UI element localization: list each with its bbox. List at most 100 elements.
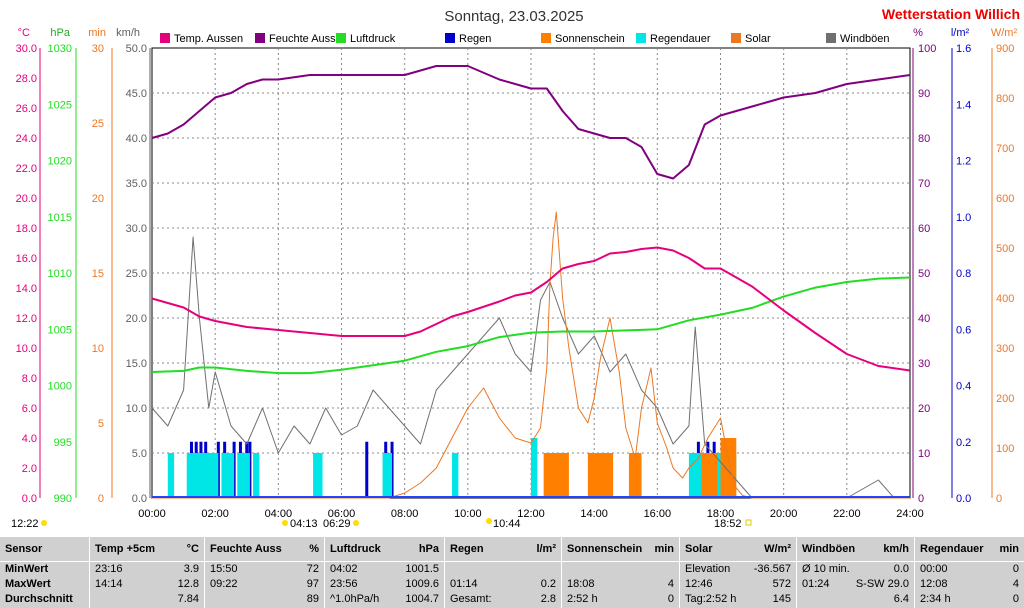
stats-row: 15:50 72 bbox=[205, 562, 324, 577]
stats-cell-left: Gesamt: bbox=[450, 593, 492, 605]
stats-row: 00:00 0 bbox=[915, 562, 1024, 577]
stats-cell-right: 97 bbox=[306, 578, 319, 590]
minutes-tick-label: 25 bbox=[92, 118, 104, 130]
speed-tick-label: 25.0 bbox=[126, 268, 147, 280]
stats-row: MaxWert bbox=[0, 577, 89, 592]
rain-tick-label: 0.2 bbox=[956, 437, 971, 449]
stats-row bbox=[445, 562, 561, 577]
legend-label: Sonnenschein bbox=[555, 33, 625, 45]
stats-column: Feuchte Auss% 15:50 72 09:22 97 89 bbox=[205, 537, 325, 608]
x-tick-label: 14:00 bbox=[580, 508, 608, 520]
stats-title: Temp +5cm bbox=[95, 543, 156, 555]
stats-cell-right: 2.8 bbox=[540, 593, 556, 605]
temp-tick-label: 2.0 bbox=[22, 463, 37, 475]
stats-header: Solar W/m² bbox=[680, 537, 796, 562]
temp-tick-label: 28.0 bbox=[16, 73, 37, 85]
stats-cell-right: 72 bbox=[306, 563, 319, 575]
solar-tick-label: 500 bbox=[996, 243, 1014, 255]
noon-time: 10:44 bbox=[493, 518, 521, 530]
stats-row: 23:56 1009.6 bbox=[325, 577, 444, 592]
temp-tick-label: 26.0 bbox=[16, 103, 37, 115]
x-tick-label: 10:00 bbox=[454, 508, 482, 520]
sun-icon bbox=[41, 520, 47, 526]
bar-sonnenschein bbox=[543, 453, 569, 498]
stats-row: 01:14 0.2 bbox=[445, 577, 561, 592]
minutes-tick-label: 10 bbox=[92, 343, 104, 355]
stats-title: Feuchte Auss bbox=[210, 543, 282, 555]
minutes-tick-label: 20 bbox=[92, 193, 104, 205]
stats-title: Regen bbox=[450, 543, 484, 555]
stats-column: Windböen km/h Ø 10 min. 0.0 01:24 S-SW 29.0 6.… bbox=[797, 537, 915, 608]
minutes-tick-label: 5 bbox=[98, 418, 104, 430]
sun-markers: 12:22 04:13 06:29 10:44 18:52 bbox=[11, 518, 752, 530]
stats-cell-left: MinWert bbox=[5, 563, 49, 575]
x-tick-label: 16:00 bbox=[644, 508, 672, 520]
axes: 0.0 2.0 4.0 6.0 8.0 10.0 12.0 14.0 16.0 18.0 20.0 2… bbox=[16, 43, 1015, 505]
stats-unit: hPa bbox=[418, 543, 439, 555]
speed-tick-label: 20.0 bbox=[126, 313, 147, 325]
line-series bbox=[151, 65, 911, 499]
stats-row: Durchschnitt bbox=[0, 592, 89, 607]
x-tick-label: 20:00 bbox=[770, 508, 798, 520]
legend-swatch bbox=[541, 33, 551, 43]
solar-tick-label: 100 bbox=[996, 443, 1014, 455]
humidity-tick-label: 10 bbox=[918, 448, 930, 460]
bar-regendauer bbox=[221, 453, 235, 498]
stats-row: 2:34 h 0 bbox=[915, 592, 1024, 607]
stats-cell-left: 01:24 bbox=[802, 578, 830, 590]
temp-tick-label: 14.0 bbox=[16, 283, 37, 295]
stats-row: 23:16 3.9 bbox=[90, 562, 204, 577]
temp-tick-label: 6.0 bbox=[22, 403, 37, 415]
stats-row: ^1.0hPa/h 1004.7 bbox=[325, 592, 444, 607]
x-tick-label: 04:00 bbox=[265, 508, 293, 520]
solar-tick-label: 400 bbox=[996, 293, 1014, 305]
bar-regendauer bbox=[253, 453, 260, 498]
x-tick-label: 22:00 bbox=[833, 508, 861, 520]
temp-tick-label: 4.0 bbox=[22, 433, 37, 445]
update-time: 12:22 bbox=[11, 518, 39, 530]
stats-unit: km/h bbox=[883, 543, 909, 555]
humidity-tick-label: 30 bbox=[918, 358, 930, 370]
legend-label: Luftdruck bbox=[350, 33, 396, 45]
stats-header: Regendauer min bbox=[915, 537, 1024, 562]
x-tick-label: 08:00 bbox=[391, 508, 419, 520]
temp-tick-label: 16.0 bbox=[16, 253, 37, 265]
stats-cell-left: 23:56 bbox=[330, 578, 358, 590]
dawn-time: 04:13 bbox=[290, 518, 318, 530]
bar-sonnenschein bbox=[628, 453, 642, 498]
stats-cell-right: 1001.5 bbox=[405, 563, 439, 575]
legend-label: Feuchte Auss* bbox=[269, 33, 341, 45]
line-temp-aussen bbox=[151, 246, 911, 372]
stats-unit: W/m² bbox=[764, 543, 791, 555]
stats-cell-left: Ø 10 min. bbox=[802, 563, 850, 575]
bar-sonnenschein bbox=[587, 453, 614, 498]
stats-cell-right: 1004.7 bbox=[405, 593, 439, 605]
legend-swatch bbox=[636, 33, 646, 43]
bar-regendauer bbox=[186, 453, 213, 498]
stats-title: Regendauer bbox=[920, 543, 984, 555]
stats-row: Tag:2:52 h 145 bbox=[680, 592, 796, 607]
stats-title: Luftdruck bbox=[330, 543, 381, 555]
stats-cell-left: 18:08 bbox=[567, 578, 595, 590]
unit-minutes: min bbox=[88, 27, 106, 39]
stats-cell-right: S-SW 29.0 bbox=[855, 578, 909, 590]
stats-row: 2:52 h 0 bbox=[562, 592, 679, 607]
stats-column: Sonnenschein min 18:08 4 2:52 h 0 bbox=[562, 537, 680, 608]
x-tick-label: 18:00 bbox=[707, 508, 735, 520]
stats-row: 12:46 572 bbox=[680, 577, 796, 592]
stats-cell-left: 00:00 bbox=[920, 563, 948, 575]
stats-cell-right: 0.2 bbox=[540, 578, 556, 590]
unit-speed: km/h bbox=[116, 27, 140, 39]
stats-cell-right: 4 bbox=[667, 578, 674, 590]
humidity-tick-label: 80 bbox=[918, 133, 930, 145]
speed-tick-label: 45.0 bbox=[126, 88, 147, 100]
temp-tick-label: 10.0 bbox=[16, 343, 37, 355]
speed-tick-label: 5.0 bbox=[132, 448, 147, 460]
stats-unit: min bbox=[654, 543, 674, 555]
stats-cell-left: 23:16 bbox=[95, 563, 123, 575]
line-windb-en bbox=[151, 236, 910, 499]
rain-tick-label: 0.4 bbox=[956, 381, 971, 393]
bar-regendauer bbox=[382, 453, 393, 498]
bar-regen bbox=[248, 441, 252, 498]
bar-sonnenschein bbox=[701, 453, 718, 498]
